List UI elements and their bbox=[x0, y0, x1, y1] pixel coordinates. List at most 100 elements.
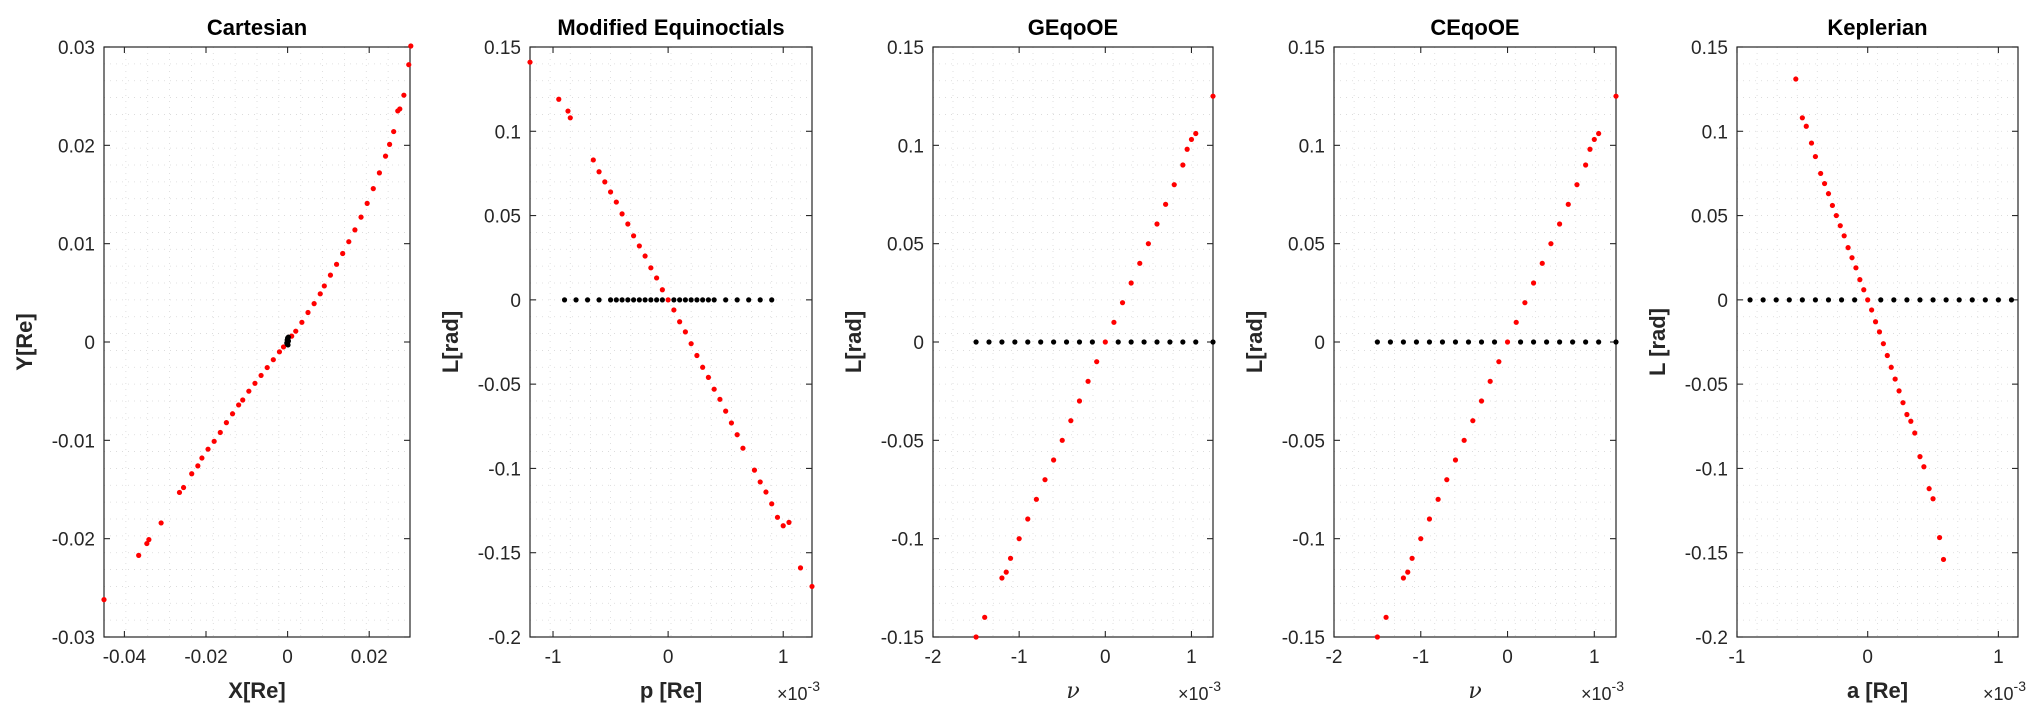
data-point bbox=[613, 199, 619, 205]
grid bbox=[104, 47, 410, 637]
data-point bbox=[700, 364, 706, 370]
data-point bbox=[1613, 93, 1619, 99]
data-point bbox=[1496, 359, 1502, 365]
x-tick-label: -0.02 bbox=[184, 647, 227, 668]
data-point bbox=[1051, 457, 1057, 463]
data-point bbox=[101, 597, 107, 603]
subplot-4: -0.15 -0.1 -0.05 0 0.05 0.1 0.15 -2 -1 0 1 ×10-3 CEq… bbox=[1242, 15, 1624, 704]
data-point bbox=[757, 479, 763, 485]
x-exponent-label: ×10-3 bbox=[1581, 678, 1624, 704]
data-point bbox=[1141, 339, 1147, 345]
data-point bbox=[1171, 182, 1177, 188]
data-point bbox=[1487, 378, 1493, 384]
data-point bbox=[1841, 233, 1847, 239]
y-tick-label: 0.15 bbox=[1288, 38, 1325, 59]
axes-frame bbox=[1736, 46, 2019, 638]
data-point bbox=[1387, 339, 1393, 345]
data-point bbox=[1829, 202, 1836, 209]
data-point bbox=[1452, 339, 1459, 345]
data-point bbox=[1038, 339, 1044, 345]
data-point bbox=[809, 583, 815, 590]
y-tick-label: -0.15 bbox=[1685, 544, 1728, 565]
data-point bbox=[270, 357, 276, 363]
series-red bbox=[527, 59, 815, 590]
y-tick-label: -0.05 bbox=[881, 431, 924, 452]
y-tick-label: 0.1 bbox=[1299, 136, 1325, 157]
data-point bbox=[774, 514, 781, 520]
data-point bbox=[1180, 162, 1186, 168]
data-point bbox=[1128, 280, 1134, 286]
y-tick-label: -0.1 bbox=[1292, 530, 1325, 551]
data-point bbox=[973, 634, 979, 640]
data-point bbox=[408, 43, 414, 49]
data-point bbox=[1956, 297, 1962, 303]
data-point bbox=[728, 420, 735, 426]
data-point bbox=[1888, 364, 1894, 370]
y-tick-label: 0 bbox=[510, 291, 521, 312]
data-point bbox=[1869, 307, 1875, 313]
data-point bbox=[1812, 297, 1819, 303]
data-point bbox=[1059, 437, 1065, 443]
data-point bbox=[1917, 297, 1923, 303]
series-black bbox=[1747, 297, 2015, 303]
data-point bbox=[1076, 398, 1083, 404]
data-point bbox=[740, 445, 746, 451]
y-tick-label: 0.15 bbox=[484, 38, 521, 59]
y-tick-label: -0.15 bbox=[478, 544, 521, 565]
data-point bbox=[397, 106, 403, 112]
x-axis-label: ν bbox=[1066, 679, 1079, 704]
data-point bbox=[1063, 339, 1070, 345]
data-point bbox=[1773, 297, 1779, 303]
data-point bbox=[1900, 400, 1906, 406]
data-point bbox=[677, 319, 683, 325]
data-point bbox=[1825, 297, 1832, 303]
data-point bbox=[1818, 170, 1824, 177]
data-point bbox=[1128, 339, 1134, 345]
data-point bbox=[561, 297, 568, 303]
x-exponent-label: ×10-3 bbox=[1178, 678, 1221, 704]
data-point bbox=[694, 297, 700, 303]
y-tick-label: 0.15 bbox=[887, 38, 924, 59]
y-tick-label: 0.1 bbox=[495, 122, 521, 143]
data-point bbox=[596, 297, 602, 303]
y-tick-label: 0 bbox=[84, 333, 95, 354]
data-point bbox=[1543, 339, 1550, 345]
x-tick-label: 0 bbox=[1862, 647, 1873, 668]
data-point bbox=[1007, 555, 1014, 561]
data-point bbox=[1852, 297, 1858, 303]
data-point bbox=[327, 272, 334, 278]
data-point bbox=[1383, 614, 1389, 620]
data-point bbox=[556, 96, 562, 102]
data-point bbox=[352, 227, 358, 233]
data-point bbox=[705, 374, 712, 380]
y-tick-label: -0.01 bbox=[52, 431, 95, 452]
data-point bbox=[1180, 339, 1186, 345]
data-point bbox=[999, 575, 1005, 581]
data-point bbox=[252, 380, 258, 386]
data-point bbox=[246, 388, 252, 394]
y-tick-label: -0.1 bbox=[488, 459, 521, 480]
x-tick-label: -0.04 bbox=[103, 647, 147, 668]
data-point bbox=[700, 297, 706, 303]
data-point bbox=[1418, 536, 1424, 542]
y-tick-label: 0.01 bbox=[58, 235, 95, 256]
series-black bbox=[284, 334, 292, 348]
y-tick-label: 0 bbox=[913, 333, 924, 354]
data-point bbox=[1210, 93, 1216, 99]
data-point bbox=[1865, 297, 1871, 303]
data-point bbox=[1025, 516, 1031, 522]
y-axis-label: L[rad] bbox=[841, 311, 866, 373]
data-point bbox=[1876, 329, 1883, 335]
data-point bbox=[1930, 496, 1936, 502]
data-point bbox=[376, 170, 382, 176]
data-point bbox=[1587, 146, 1593, 152]
data-point bbox=[573, 297, 579, 303]
data-point bbox=[711, 386, 717, 392]
data-point bbox=[1491, 339, 1498, 345]
data-point bbox=[746, 297, 752, 303]
series-red bbox=[1374, 93, 1619, 640]
data-point bbox=[1094, 359, 1100, 365]
y-tick-label: -0.1 bbox=[891, 530, 924, 551]
data-point bbox=[364, 200, 370, 206]
